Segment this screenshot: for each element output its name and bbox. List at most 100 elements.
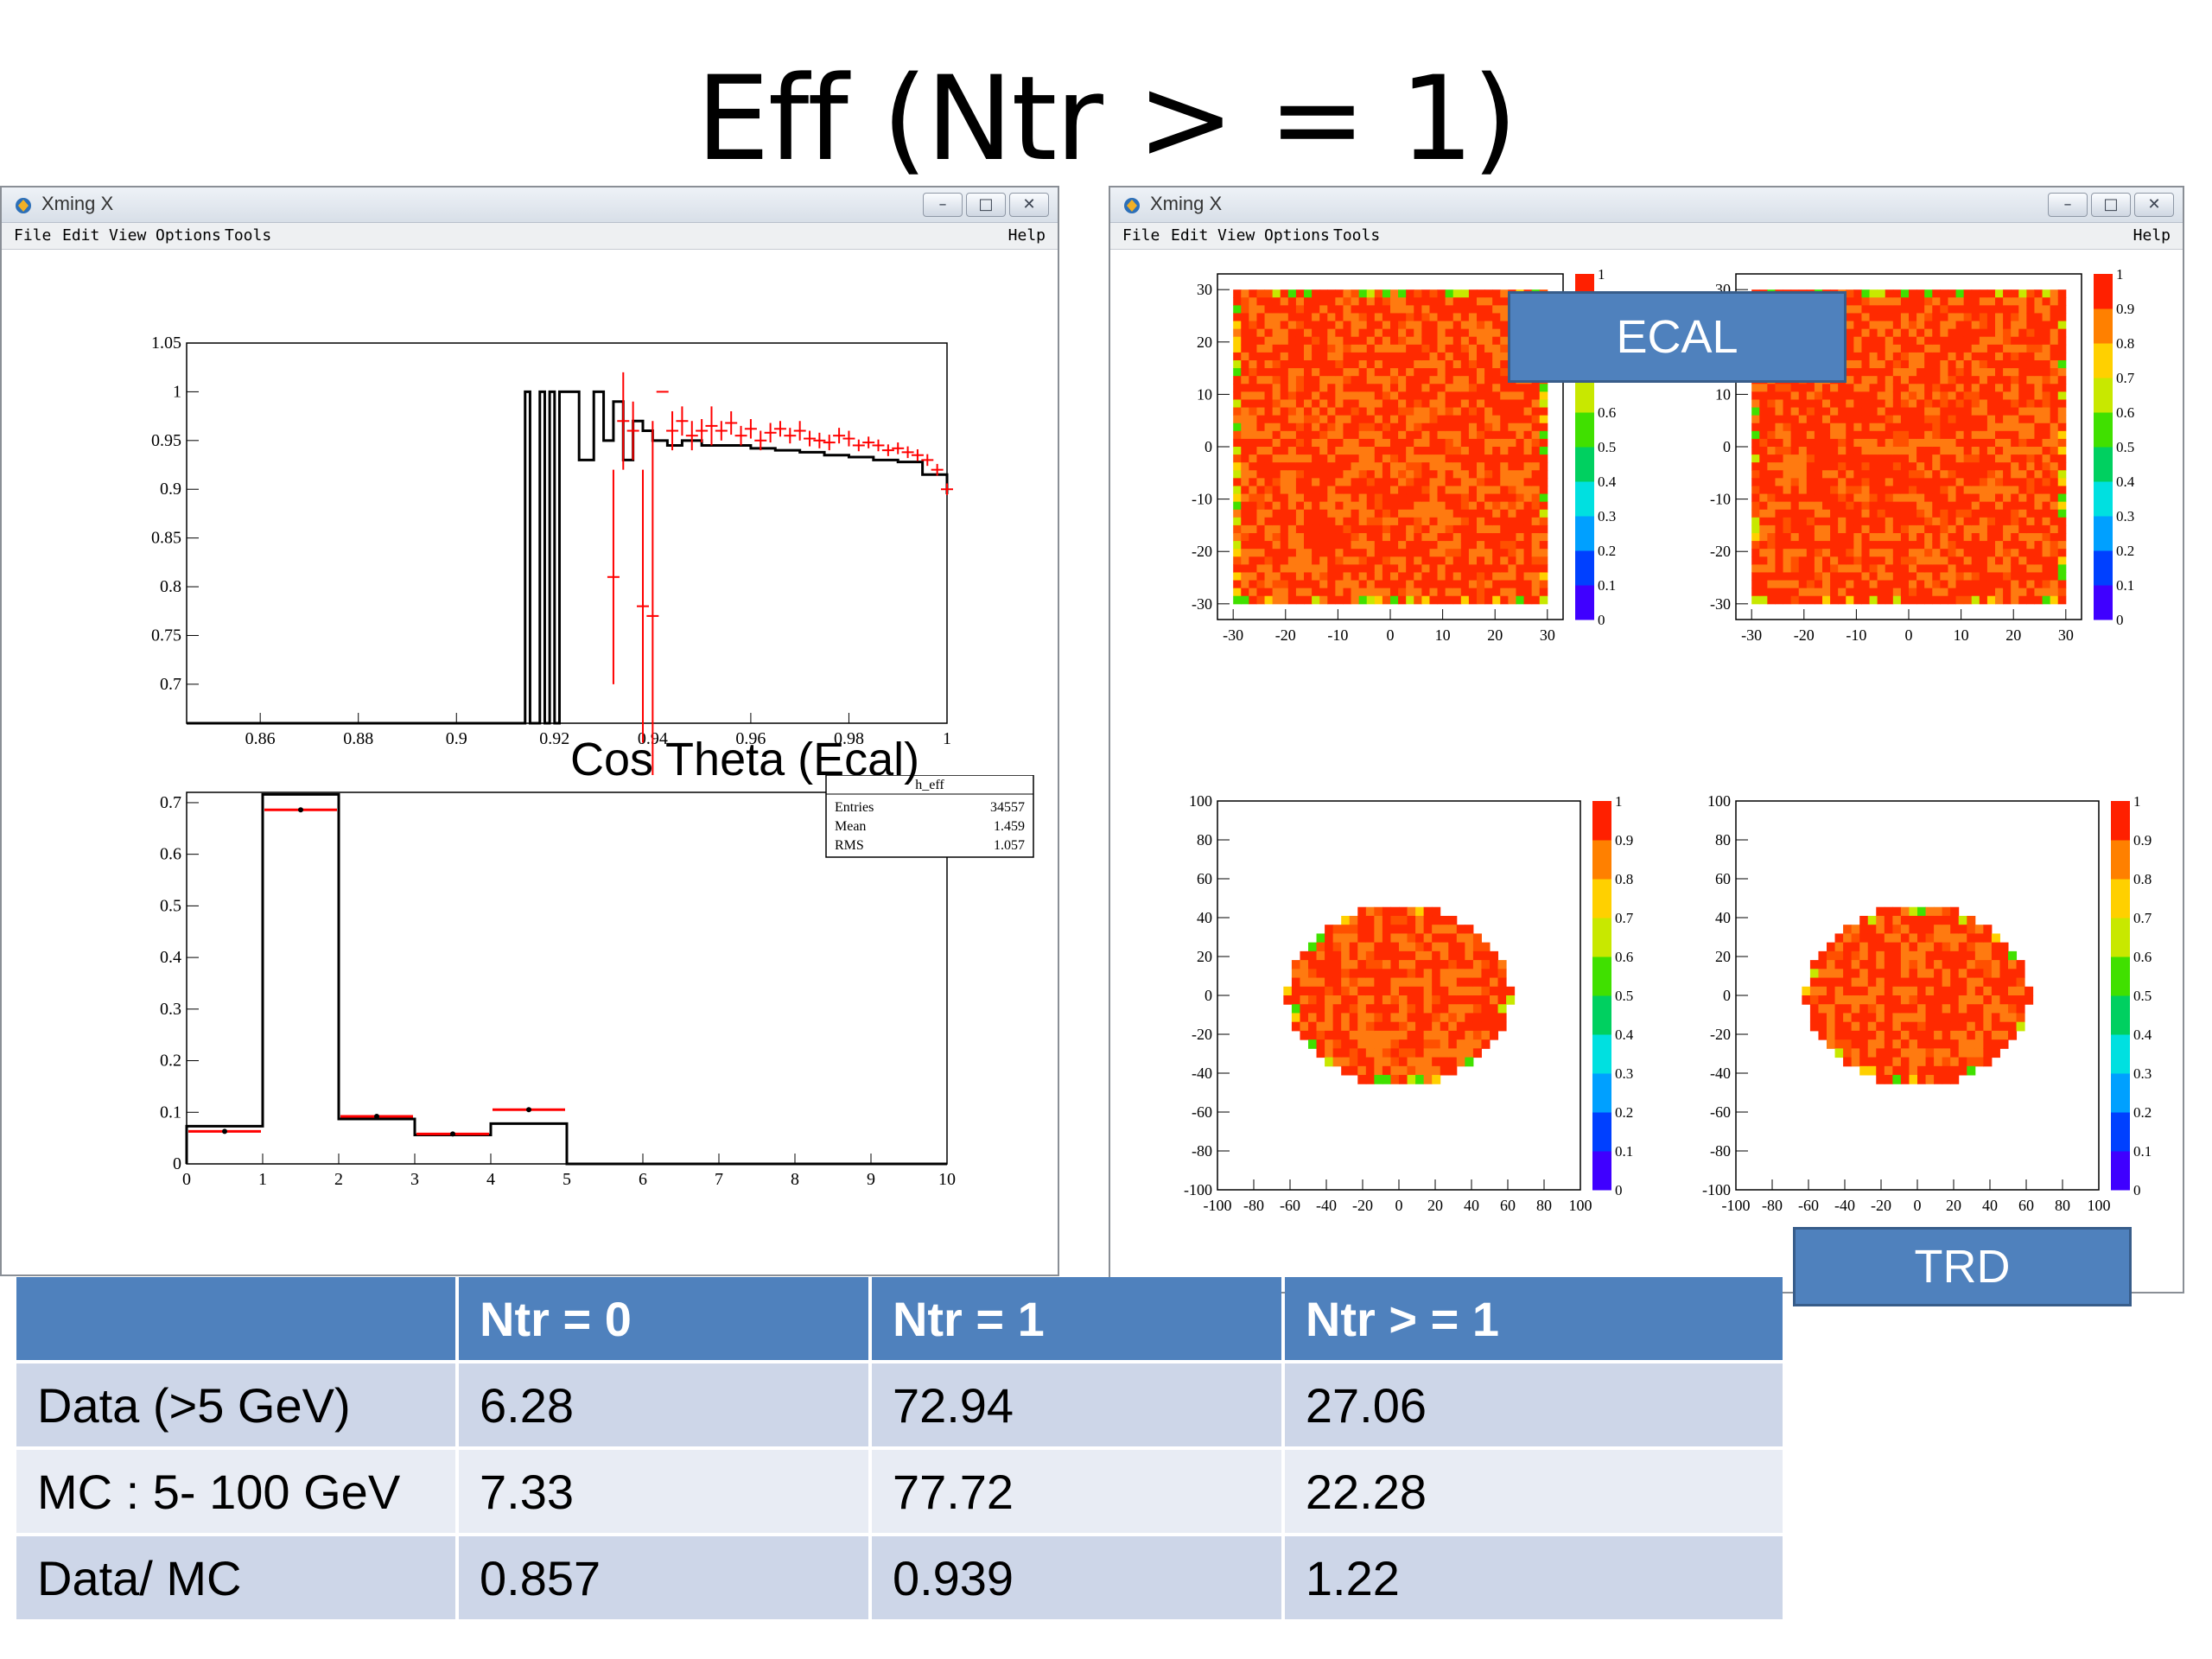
heatmap-cell xyxy=(1955,344,1965,353)
minimize-button[interactable]: – xyxy=(923,193,963,217)
heatmap-cell xyxy=(1327,328,1336,338)
heatmap-cell xyxy=(1790,533,1800,542)
heatmap-cell xyxy=(1264,399,1274,409)
heatmap-cell xyxy=(1407,1057,1416,1067)
heatmap-cell xyxy=(1437,486,1446,495)
heatmap-cell xyxy=(1241,580,1249,589)
heatmap-cell xyxy=(1241,493,1249,503)
heatmap-cell xyxy=(1925,915,1935,925)
heatmap-cell xyxy=(1343,376,1352,385)
heatmap-cell xyxy=(1909,328,1917,338)
heatmap-cell xyxy=(1924,595,1933,605)
heatmap-cell xyxy=(1325,1013,1334,1023)
menu-tools[interactable]: Tools xyxy=(225,226,272,245)
heatmap-cell xyxy=(2018,438,2027,448)
heatmap-cell xyxy=(1421,478,1430,486)
heatmap-cell xyxy=(1531,541,1541,550)
heatmap-cell xyxy=(1948,415,1957,424)
heatmap-cell xyxy=(2011,556,2019,565)
heatmap-cell xyxy=(1319,549,1328,557)
menu-help[interactable]: Help xyxy=(1007,226,1046,245)
heatmap-cell xyxy=(1287,549,1297,557)
heatmap-cell xyxy=(1974,950,1984,961)
heatmap-cell xyxy=(1955,564,1965,573)
heatmap-cell xyxy=(1963,415,1973,424)
heatmap-cell xyxy=(1958,995,1967,1005)
maximize-button[interactable]: □ xyxy=(966,193,1006,217)
heatmap-cell xyxy=(1399,950,1408,961)
heatmap-cell xyxy=(1892,524,1902,534)
menu-file[interactable]: File xyxy=(1122,226,1160,245)
heatmap-cell xyxy=(1280,391,1289,400)
heatmap-cell xyxy=(2057,517,2067,526)
heatmap-cell xyxy=(2042,572,2051,582)
heatmap-cell xyxy=(1955,501,1965,511)
menu-edit[interactable]: Edit xyxy=(62,226,100,245)
heatmap-cell xyxy=(1295,384,1305,392)
heatmap-cell xyxy=(1280,399,1289,409)
heatmap-cell xyxy=(1256,438,1266,448)
window-title-bar[interactable]: Xming X – □ ✕ xyxy=(2,188,1058,223)
heatmap-cell xyxy=(1867,995,1877,1005)
heatmap-cell xyxy=(2018,328,2027,338)
heatmap-cell xyxy=(1950,1065,1960,1076)
heatmap-cell xyxy=(2042,321,2051,330)
table-cell: 72.94 xyxy=(871,1363,1281,1446)
maximize-button[interactable]: □ xyxy=(2091,193,2131,217)
heatmap-cell xyxy=(1249,407,1257,416)
heatmap-cell xyxy=(1924,501,1933,511)
x-tick-label: 80 xyxy=(2055,1197,2070,1214)
menu-options[interactable]: Options xyxy=(1264,226,1330,245)
menu-file[interactable]: File xyxy=(14,226,52,245)
menu-help[interactable]: Help xyxy=(2133,226,2171,245)
heatmap-cell xyxy=(1312,297,1320,306)
heatmap-cell xyxy=(1374,1039,1383,1049)
heatmap-cell xyxy=(1991,995,2000,1005)
close-button[interactable]: ✕ xyxy=(1009,193,1049,217)
heatmap-cell xyxy=(1967,986,1976,996)
heatmap-cell xyxy=(1934,1004,1943,1014)
heatmap-cell xyxy=(1437,430,1446,440)
minimize-button[interactable]: – xyxy=(2048,193,2088,217)
heatmap-cell xyxy=(1932,486,1941,495)
plot-canvas[interactable]: 0.86 0.88 0.9 0.92 0.94 0.96 0.98 1 0.7 0.75 0.8 0.… xyxy=(14,257,1046,1268)
heatmap-cell xyxy=(1295,360,1305,369)
menu-tools[interactable]: Tools xyxy=(1333,226,1381,245)
menu-edit[interactable]: Edit xyxy=(1171,226,1209,245)
heatmap-cell xyxy=(1843,1057,1853,1067)
heatmap-cell xyxy=(1916,454,1925,463)
heatmap-cell xyxy=(1508,501,1516,511)
heatmap-cell xyxy=(1924,493,1933,503)
heatmap-cell xyxy=(1940,470,1948,479)
menu-view[interactable]: View xyxy=(109,226,147,245)
heatmap-cell xyxy=(1233,336,1242,346)
heatmap-cell xyxy=(2011,486,2019,495)
heatmap-cell xyxy=(1885,595,1894,605)
heatmap-cell xyxy=(1445,454,1454,463)
heatmap-cell xyxy=(1406,588,1414,597)
heatmap-cell xyxy=(1790,580,1800,589)
window-title-bar[interactable]: Xming X – □ ✕ xyxy=(1110,188,2183,223)
heatmap-cell xyxy=(1390,384,1399,392)
heatmap-cell xyxy=(1264,289,1274,298)
heatmap-cell xyxy=(1300,995,1309,1005)
menu-view[interactable]: View xyxy=(1217,226,1255,245)
heatmap-cell xyxy=(1429,313,1439,322)
heatmap-cell xyxy=(1484,376,1493,385)
menu-options[interactable]: Options xyxy=(156,226,221,245)
xming-window-left[interactable]: Xming X – □ ✕ File Edit View Options Too… xyxy=(0,186,1059,1276)
close-button[interactable]: ✕ xyxy=(2134,193,2174,217)
plot-canvas[interactable]: -30 -20 -10 0 10 20 30 -30 -20 -10 0 10 20 30 0 0.1 0.2 0… xyxy=(1122,257,2171,1285)
heatmap-cell xyxy=(1500,368,1509,377)
heatmap-cell xyxy=(1822,430,1831,440)
x-tick-label: 0.92 xyxy=(539,729,569,748)
x-tick-label: 30 xyxy=(2058,626,2074,644)
heatmap-cell xyxy=(1233,501,1242,511)
heatmap-cell xyxy=(1822,384,1831,392)
heatmap-cell xyxy=(2057,470,2067,479)
colorbar-segment xyxy=(1575,550,1594,586)
heatmap-cell xyxy=(1233,454,1242,463)
heatmap-cell xyxy=(1967,1048,1976,1058)
heatmap-cell xyxy=(1429,462,1439,471)
heatmap-cell xyxy=(1465,1013,1474,1023)
